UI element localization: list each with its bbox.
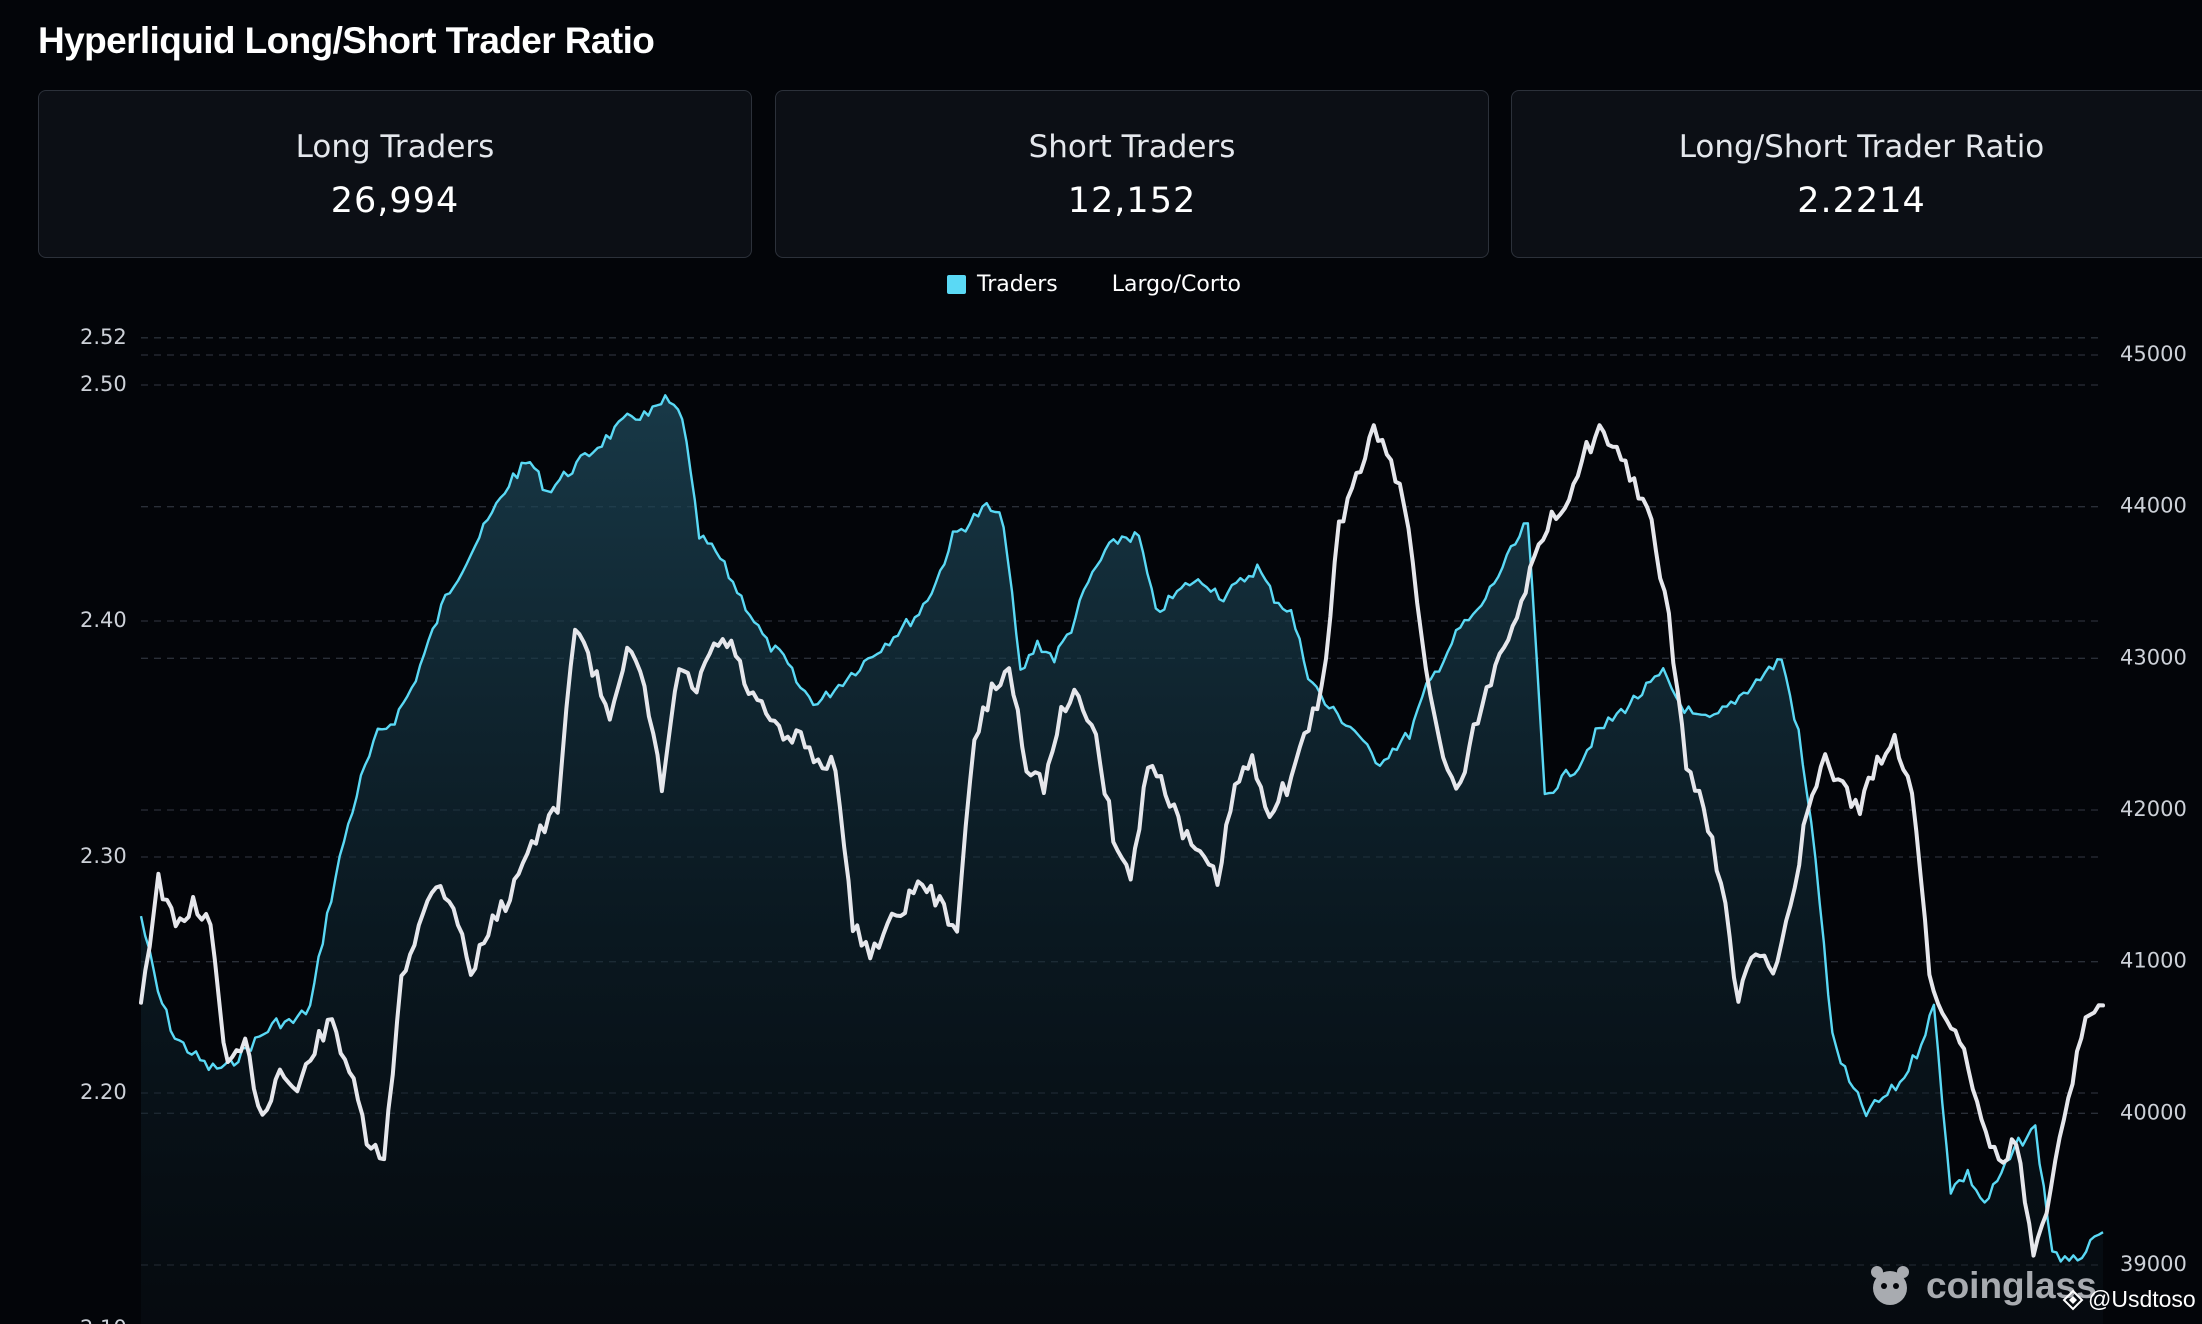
right-tick-44000: 44000: [2120, 494, 2187, 518]
left-tick-2.20: 2.20: [80, 1080, 127, 1104]
left-tick-2.52: 2.52: [80, 325, 127, 349]
long-traders-label: Long Traders: [295, 129, 495, 165]
ratio-series-line: [139, 423, 2105, 1258]
chart-legend: Traders Largo/Corto: [0, 272, 2195, 297]
coinglass-logo-icon: [1871, 1266, 1909, 1305]
right-tick-45000: 45000: [2120, 342, 2187, 366]
left-tick-2.40: 2.40: [80, 608, 127, 632]
legend-item-traders[interactable]: Traders: [947, 272, 1058, 297]
left-axis: 2.52 2.50 2.40 2.30 2.20 2.10: [80, 325, 127, 1324]
traders-series-line: [139, 394, 2104, 1263]
short-traders-value: 12,152: [1067, 181, 1197, 221]
legend-label-ratio: Largo/Corto: [1111, 272, 1241, 297]
right-tick-40000: 40000: [2120, 1100, 2187, 1124]
legend-item-ratio[interactable]: Largo/Corto: [1112, 272, 1241, 297]
left-tick-2.50: 2.50: [80, 372, 127, 396]
author-credit: @Usdtoso: [2062, 1286, 2196, 1313]
ratio-card: Long/Short Trader Ratio 2.2214: [1511, 90, 2202, 258]
left-tick-2.10: 2.10: [80, 1316, 127, 1324]
short-traders-card: Short Traders 12,152: [775, 90, 1489, 258]
right-tick-39000: 39000: [2120, 1252, 2187, 1276]
right-axis: 45000 44000 43000 42000 41000 40000 39000: [2120, 342, 2187, 1276]
short-traders-label: Short Traders: [1028, 129, 1236, 165]
left-tick-2.30: 2.30: [80, 844, 127, 868]
coinglass-watermark: coinglass: [1866, 1262, 2097, 1310]
coinglass-brand-text: coinglass: [1926, 1265, 2097, 1306]
ratio-label: Long/Short Trader Ratio: [1678, 129, 2045, 165]
long-traders-card: Long Traders 26,994: [38, 90, 752, 258]
page-title: Hyperliquid Long/Short Trader Ratio: [38, 20, 655, 61]
ratio-value: 2.2214: [1797, 181, 1926, 221]
legend-swatch-traders: [947, 275, 967, 294]
author-credit-text: @Usdtoso: [2088, 1286, 2196, 1312]
legend-label-traders: Traders: [977, 272, 1058, 297]
right-tick-43000: 43000: [2120, 645, 2187, 669]
binance-square-icon: [2062, 1289, 2084, 1310]
long-traders-value: 26,994: [330, 181, 460, 221]
right-tick-41000: 41000: [2120, 949, 2187, 973]
right-tick-42000: 42000: [2120, 797, 2187, 821]
